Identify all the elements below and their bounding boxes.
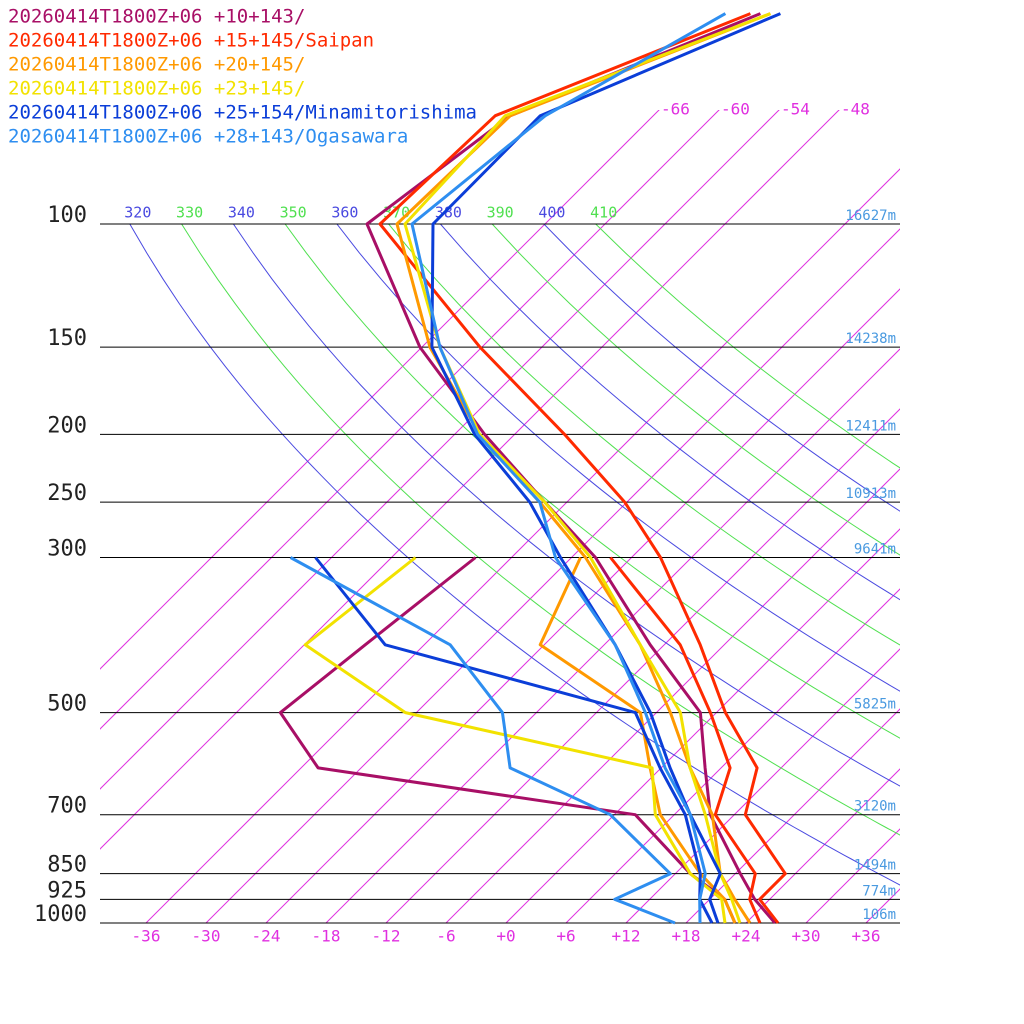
temperature-line [430, 12, 781, 924]
dry-adiabat [440, 224, 900, 601]
theta-label: 340 [228, 204, 255, 222]
theta-label: 390 [487, 204, 514, 222]
x-tick-label: -6 [436, 927, 455, 946]
isotherm-label: -66 [661, 100, 690, 119]
legend-entry: 20260414T1800Z+06 +10+143/ [8, 6, 305, 28]
plot: -36 -30 -24 -18 -12 -6 +0 +6 +12 +18 +24 +30 +36 -66 -… [8, 6, 900, 946]
temperature-line [410, 12, 727, 924]
legend-entry: 20260414T1800Z+06 +20+145/ [8, 54, 305, 76]
y-tick-label: 1000 [34, 902, 87, 927]
theta-label: 360 [331, 204, 358, 222]
height-label: 14238m [845, 331, 896, 347]
x-tick-label: -36 [132, 927, 161, 946]
theta-label: 350 [280, 204, 307, 222]
y-tick-label: 300 [47, 537, 87, 562]
dry-adiabat [232, 224, 900, 787]
isotherm [100, 110, 840, 850]
theta-label: 330 [176, 204, 203, 222]
x-tick-label: +36 [852, 927, 881, 946]
y-tick-label: 700 [47, 794, 87, 819]
isotherms [100, 110, 900, 923]
y-tick-label: 200 [47, 413, 87, 438]
isotherm [685, 708, 900, 923]
isotherm [145, 168, 900, 923]
isotherm [505, 528, 900, 923]
dewpoint-line [289, 556, 676, 925]
isotherm [625, 648, 900, 923]
isotherm [100, 110, 720, 730]
temperature-line [378, 12, 787, 924]
dry-adiabat [595, 224, 900, 469]
dry-adiabat [181, 224, 900, 836]
isotherm [445, 468, 900, 923]
y-tick-label: 250 [47, 481, 87, 506]
isotherm-label: -54 [781, 100, 810, 119]
y-tick-label: 500 [47, 692, 87, 717]
x-tick-label: -30 [192, 927, 221, 946]
isotherm-label: -48 [841, 100, 870, 119]
legend-entry: 20260414T1800Z+06 +15+145/Saipan [8, 30, 374, 52]
isotherm [805, 828, 900, 923]
y-tick-label: 850 [47, 853, 87, 878]
x-tick-label: +18 [672, 927, 701, 946]
x-tick-label: -24 [252, 927, 281, 946]
height-label: 10913m [845, 486, 896, 502]
y-tick-label: 100 [47, 203, 87, 228]
theta-label: 410 [590, 204, 617, 222]
x-tick-label: +0 [496, 927, 515, 946]
height-label: 3120m [854, 799, 896, 815]
height-label: 16627m [845, 208, 896, 224]
x-tick-label: +12 [612, 927, 641, 946]
dewpoint-line [609, 556, 762, 924]
x-tick-label: -18 [312, 927, 341, 946]
x-tick-label: +6 [556, 927, 575, 946]
isotherm [385, 408, 900, 923]
x-tick-label: -12 [372, 927, 401, 946]
isotherm [325, 348, 900, 923]
isotherm [205, 228, 900, 923]
isotherm [100, 110, 780, 790]
y-tick-label: 150 [47, 326, 87, 351]
x-tick-label: +24 [732, 927, 761, 946]
height-label: 9641m [854, 542, 896, 558]
dewpoint-line [303, 556, 727, 924]
height-label: 774m [862, 883, 896, 899]
dry-adiabats [129, 224, 900, 886]
isotherm [265, 288, 900, 923]
dry-adiabat [129, 224, 900, 886]
isotherm [745, 768, 900, 923]
theta-label: 400 [538, 204, 565, 222]
legend-entry: 20260414T1800Z+06 +25+154/Minamitorishim… [8, 102, 477, 124]
isotherm [100, 110, 660, 670]
x-tick-label: +30 [792, 927, 821, 946]
height-label: 1494m [854, 858, 896, 874]
theta-label: 320 [124, 204, 151, 222]
height-label: 106m [862, 907, 896, 923]
isotherm-label: -60 [721, 100, 750, 119]
height-label: 5825m [854, 697, 896, 713]
temperature-line [403, 12, 771, 924]
legend-entry: 20260414T1800Z+06 +28+143/Ogasawara [8, 126, 408, 148]
legend-entry: 20260414T1800Z+06 +23+145/ [8, 78, 305, 100]
height-label: 12411m [845, 418, 896, 434]
y-tick-label: 925 [47, 878, 87, 903]
isotherm [565, 588, 900, 923]
temperature-line [365, 12, 777, 924]
